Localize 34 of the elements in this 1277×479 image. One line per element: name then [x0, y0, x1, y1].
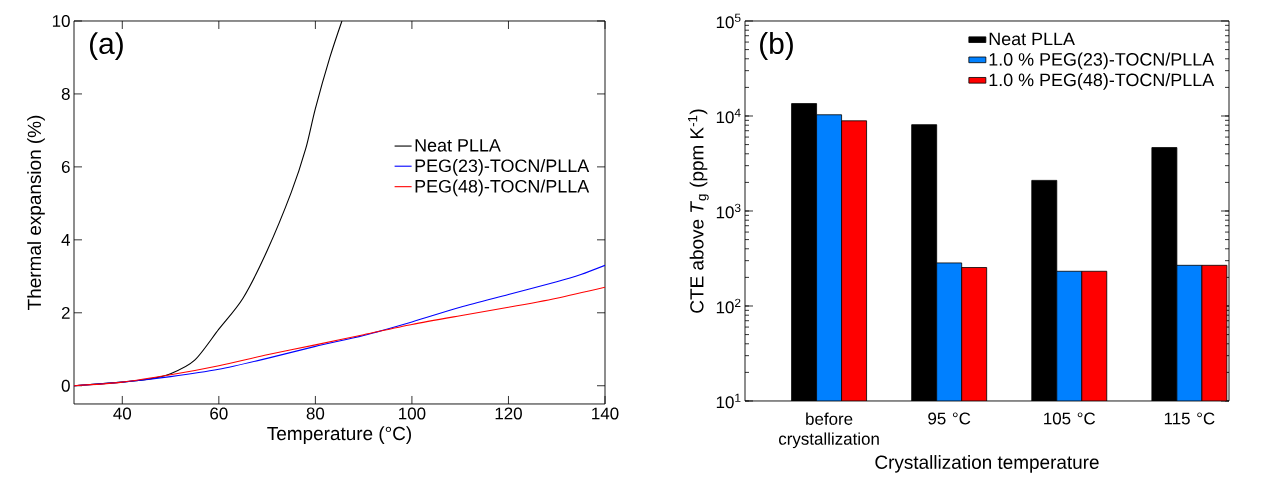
- annotation: (a): [90, 32, 123, 61]
- x-tick-label: 95 °C: [928, 412, 971, 425]
- y-axis-title: CTE above T$_{g}$ (ppm K$^{-1}$): [688, 109, 709, 313]
- y-tick-label: 10$^{5}$: [716, 13, 741, 29]
- x-tick-label: 60: [210, 407, 228, 420]
- legend-label: Neat PLLA: [989, 32, 1075, 46]
- y-tick-label: 0: [61, 379, 70, 392]
- x-tick-label: 140: [592, 407, 619, 420]
- x-tick-label: 120: [495, 407, 522, 420]
- annotation: (b): [760, 32, 793, 60]
- y-tick-label: 8: [61, 87, 70, 100]
- y-tick-label: 2: [61, 306, 70, 319]
- x-axis-title: Crystallization temperature: [875, 455, 1099, 473]
- y-tick-label: 10$^{1}$: [716, 393, 741, 409]
- legend-label: PEG(23)-TOCN/PLLA: [415, 158, 590, 176]
- y-tick-label: 10$^{3}$: [716, 203, 741, 219]
- x-tick-label: before crystallization: [778, 412, 879, 449]
- legend-label: PEG(48)-TOCN/PLLA: [415, 179, 590, 197]
- legend-label: Neat PLLA: [415, 139, 501, 152]
- legend-label: 1.0 % PEG(48)-TOCN/PLLA: [989, 73, 1215, 90]
- line-series: [74, 286, 606, 387]
- x-tick-label: 40: [113, 407, 132, 420]
- x-axis-title: Temperature (°C): [267, 426, 411, 444]
- x-tick-label: 105 °C: [1044, 412, 1096, 425]
- y-tick-label: 4: [61, 234, 70, 246]
- x-tick-label: 100: [399, 407, 426, 420]
- legend-label: 1.0 % PEG(23)-TOCN/PLLA: [989, 52, 1215, 70]
- y-tick-label: 10: [52, 14, 70, 27]
- x-tick-label: 80: [306, 407, 325, 420]
- y-tick-label: 10$^{4}$: [716, 108, 741, 124]
- y-axis-title: Thermal expansion (%): [27, 115, 45, 310]
- y-tick-label: 6: [61, 160, 70, 173]
- x-tick-label: 115 °C: [1164, 412, 1215, 425]
- y-tick-label: 10$^{2}$: [716, 298, 741, 314]
